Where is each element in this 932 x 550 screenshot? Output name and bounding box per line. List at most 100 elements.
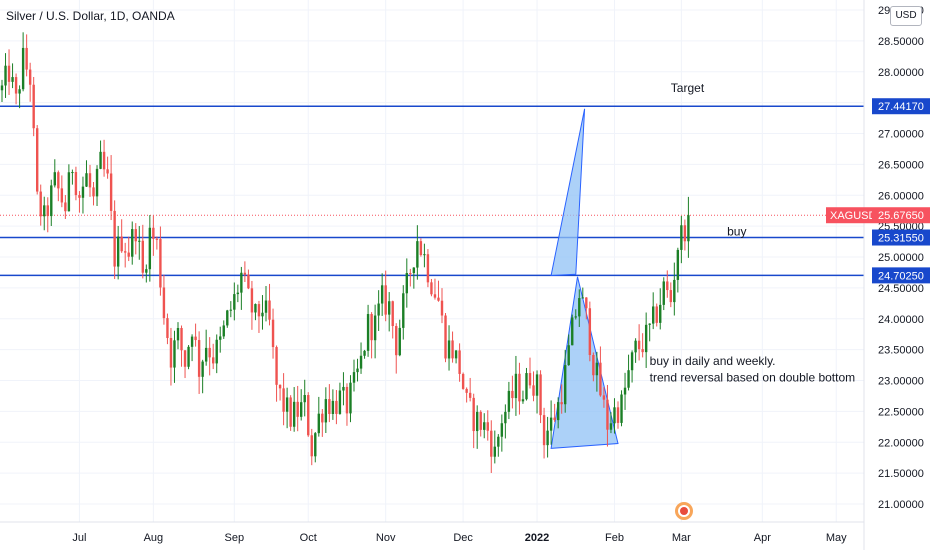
y-tick-label: 21.50000 [878,468,924,480]
candle-body [254,304,257,313]
candle-body [602,395,606,400]
x-tick-label: Dec [453,532,473,544]
candle-body [11,77,14,82]
candle-body [7,65,11,82]
candle-body [500,423,504,437]
candle-body [102,151,106,170]
level-tag-label: 24.70250 [878,270,924,282]
candle-body [190,336,194,347]
candle-body [201,361,204,377]
candle-body [680,225,683,250]
currency-badge[interactable]: USD [890,6,922,26]
level-tag-label: 25.31550 [878,233,924,245]
candle-body [578,298,581,317]
candle-body [609,423,613,430]
chart-title: Silver / U.S. Dollar, 1D, OANDA [6,9,175,23]
candle-body [197,340,201,377]
candle-body [363,350,366,356]
candle-body [257,304,261,317]
candle-body [630,352,634,371]
horizontal-levels[interactable] [0,105,864,277]
annotation-text: Target [671,81,705,95]
candle-body [525,373,528,400]
candle-body [349,382,352,414]
candle-body [402,293,405,328]
candle-body [416,241,419,268]
candle-body [518,373,521,402]
candle-body [296,401,299,417]
candle-body [571,317,574,346]
candle-body [71,172,74,174]
candle-body [458,350,461,374]
level-tag-bg [872,267,930,284]
triangle-shape [550,108,586,277]
candle-body [532,385,535,396]
x-tick-label: 2022 [525,532,549,544]
candle-body [14,77,18,94]
candle-body [187,346,190,367]
time-axis[interactable]: Jul Aug Sep Oct Nov Dec 2022 Feb Mar Apr May [72,532,847,544]
level-tag-bg [872,229,930,246]
candle-body [472,397,475,432]
candle-body [32,84,35,129]
y-tick-label: 26.00000 [878,190,924,202]
candle-body [219,336,222,340]
candle-body [18,89,21,94]
candle-body [28,69,32,85]
candle-body [366,314,370,351]
candle-body [250,288,254,313]
candle-body [159,239,162,288]
candle-body [43,205,46,217]
candle-body [268,300,271,320]
annotation-text: trend reversal based on double bottom [650,371,855,385]
candle-body [352,372,356,383]
candle-body [426,254,430,283]
candle-body [676,249,680,280]
candle-body [423,254,426,256]
candle-body [236,292,240,295]
candle-body [78,195,81,198]
candle-body [556,402,560,421]
price-tags: XAGUSD 25.67650 27.44170 25.31550 24.70250 [826,98,930,284]
y-tick-label: 21.00000 [878,499,924,511]
candle-body [204,347,208,362]
candle-body [585,297,588,309]
candle-body [581,297,584,299]
candle-body [57,172,60,189]
x-tick-label: Oct [300,532,317,544]
candle-body [60,188,64,203]
candle-body [222,325,225,337]
candle-body [451,340,454,359]
annotation-text: buy in daily and weekly. [650,354,776,368]
candle-body [564,365,567,405]
candle-body [289,397,292,427]
candle-body [644,324,648,353]
candle-body [683,225,687,242]
candle-body [395,326,398,356]
candle-body [648,323,651,325]
candle-body [131,229,134,257]
candle-body [433,294,437,298]
candle-body [338,390,342,414]
candle-body [162,287,166,319]
candle-body [546,430,549,446]
candle-body [595,362,599,376]
candle-body [310,435,313,457]
candle-body [483,422,486,430]
candle-body [127,252,130,257]
level-tag-label: 27.44170 [878,101,924,113]
y-tick-label: 28.50000 [878,36,924,48]
candle-body [634,340,637,353]
candle-body [138,240,141,242]
candle-body [641,349,644,353]
candle-body [444,315,447,359]
candle-body [0,85,4,91]
candle-body [342,386,345,391]
candle-body [180,328,183,351]
drawn-shapes[interactable] [550,108,619,449]
candle-body [356,368,359,373]
candle-body [637,340,641,350]
candle-body [39,191,42,217]
candle-body [233,294,236,310]
